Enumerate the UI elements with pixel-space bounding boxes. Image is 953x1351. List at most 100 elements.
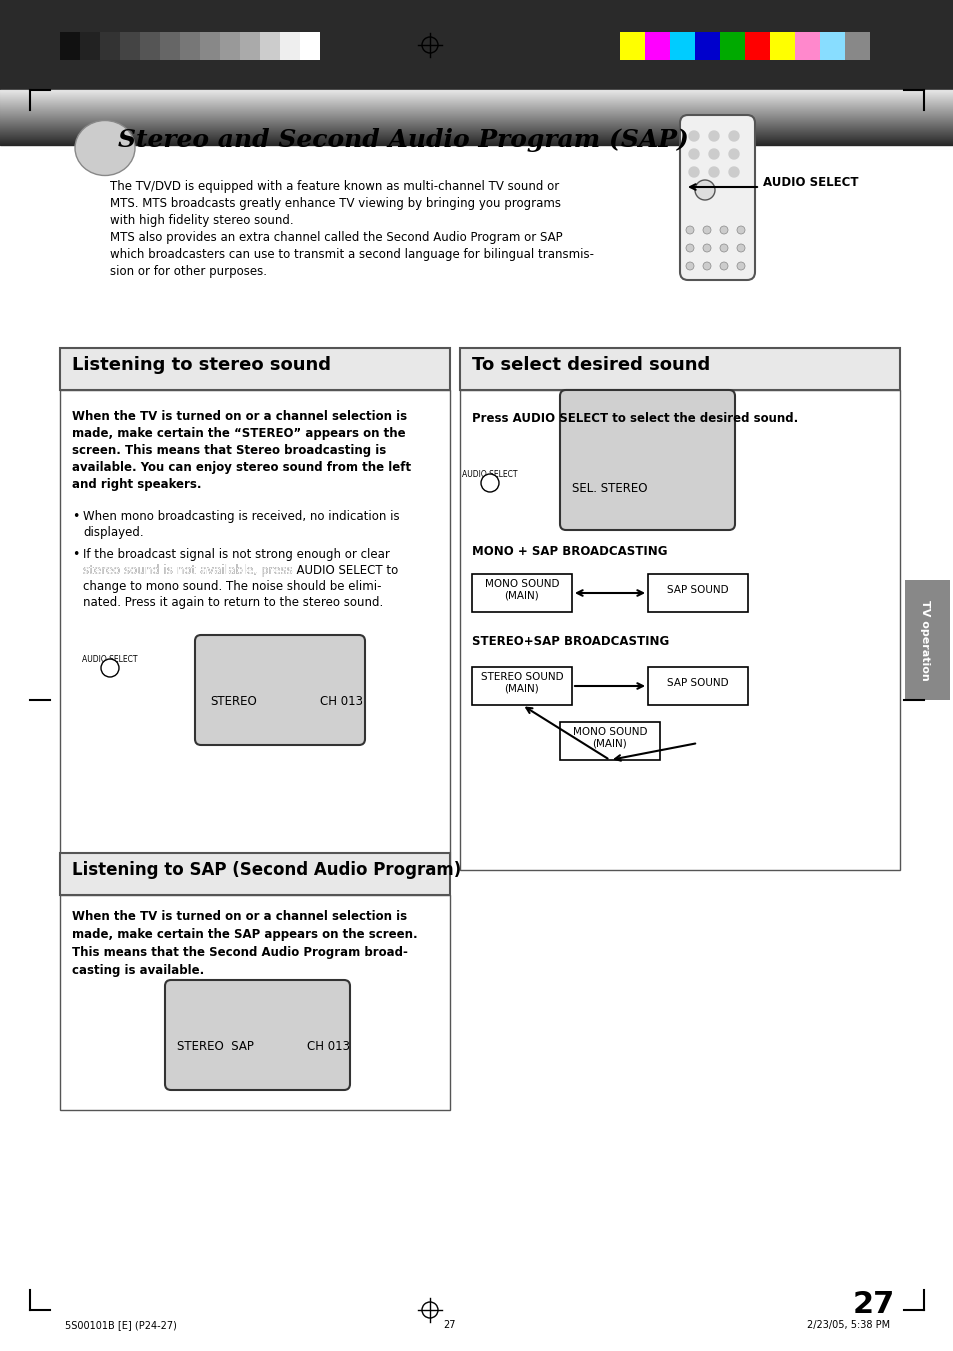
Bar [299, 32, 319, 59]
Text: casting is available.: casting is available. [71, 965, 204, 977]
Circle shape [728, 149, 739, 159]
Bar [459, 390, 899, 870]
Text: AUDIO SELECT: AUDIO SELECT [82, 655, 137, 663]
Circle shape [728, 168, 739, 177]
FancyBboxPatch shape [559, 390, 734, 530]
Text: When mono broadcasting is received, no indication is: When mono broadcasting is received, no i… [83, 509, 399, 523]
Bar [260, 32, 280, 59]
Bar [240, 32, 260, 59]
Bar [140, 32, 160, 59]
Text: CH 013: CH 013 [319, 694, 363, 708]
Bar [120, 32, 140, 59]
Circle shape [480, 474, 498, 492]
Bar [559, 721, 659, 761]
FancyBboxPatch shape [194, 635, 365, 744]
Bar [60, 390, 450, 870]
Circle shape [688, 131, 699, 141]
Text: made, make certain the SAP appears on the screen.: made, make certain the SAP appears on th… [71, 928, 417, 942]
Circle shape [101, 659, 119, 677]
Text: MTS also provides an extra channel called the Second Audio Program or SAP: MTS also provides an extra channel calle… [110, 231, 562, 245]
Circle shape [728, 131, 739, 141]
Bar [647, 667, 747, 705]
Text: 27: 27 [443, 1320, 456, 1329]
Bar [220, 32, 240, 59]
Circle shape [702, 245, 710, 253]
Text: STEREO SOUND
(MAIN): STEREO SOUND (MAIN) [480, 673, 562, 694]
Bar [820, 32, 844, 59]
Text: with high fidelity stereo sound.: with high fidelity stereo sound. [110, 213, 294, 227]
FancyBboxPatch shape [679, 115, 754, 280]
Bar [769, 32, 794, 59]
Bar [720, 32, 744, 59]
Text: Listening to stereo sound: Listening to stereo sound [71, 357, 331, 374]
Text: AUDIO SELECT: AUDIO SELECT [762, 177, 858, 189]
Circle shape [695, 180, 714, 200]
Text: TV operation: TV operation [919, 600, 929, 681]
Text: 2/23/05, 5:38 PM: 2/23/05, 5:38 PM [806, 1320, 889, 1329]
Text: stereo sound is not available, press: stereo sound is not available, press [83, 563, 296, 577]
Circle shape [702, 262, 710, 270]
Text: Listening to SAP (Second Audio Program): Listening to SAP (Second Audio Program) [71, 861, 460, 880]
Bar [647, 574, 747, 612]
Text: made, make certain the “STEREO” appears on the: made, make certain the “STEREO” appears … [71, 427, 405, 440]
Bar [695, 32, 720, 59]
Bar [644, 32, 669, 59]
Bar [180, 32, 200, 59]
Circle shape [720, 262, 727, 270]
Bar [744, 32, 769, 59]
Text: which broadcasters can use to transmit a second language for bilingual transmis-: which broadcasters can use to transmit a… [110, 249, 594, 261]
FancyBboxPatch shape [165, 979, 350, 1090]
Text: When the TV is turned on or a channel selection is: When the TV is turned on or a channel se… [71, 911, 407, 923]
Text: available. You can enjoy stereo sound from the left: available. You can enjoy stereo sound fr… [71, 461, 411, 474]
Text: Press AUDIO SELECT to select the desired sound.: Press AUDIO SELECT to select the desired… [472, 412, 798, 426]
Bar [60, 32, 80, 59]
Text: screen. This means that Stereo broadcasting is: screen. This means that Stereo broadcast… [71, 444, 386, 457]
Circle shape [737, 226, 744, 234]
Bar [80, 32, 100, 59]
Text: STEREO+SAP BROADCASTING: STEREO+SAP BROADCASTING [472, 635, 669, 648]
Circle shape [685, 262, 693, 270]
Bar [60, 852, 450, 894]
Circle shape [737, 262, 744, 270]
Text: STEREO: STEREO [210, 694, 256, 708]
Circle shape [708, 168, 719, 177]
Circle shape [685, 245, 693, 253]
Text: To select desired sound: To select desired sound [472, 357, 709, 374]
Circle shape [720, 226, 727, 234]
Text: displayed.: displayed. [83, 526, 144, 539]
Text: 27: 27 [852, 1290, 894, 1319]
Bar [100, 32, 120, 59]
Text: •: • [71, 549, 79, 561]
Bar [0, 0, 953, 91]
Text: SAP SOUND: SAP SOUND [666, 678, 728, 688]
Text: and right speakers.: and right speakers. [71, 478, 201, 490]
Bar [904, 580, 949, 700]
Text: SEL. STEREO: SEL. STEREO [572, 482, 647, 494]
Bar [200, 32, 220, 59]
Circle shape [708, 149, 719, 159]
Bar [794, 32, 820, 59]
Bar [669, 32, 695, 59]
Text: SAP SOUND: SAP SOUND [666, 585, 728, 594]
Text: stereo sound is not available, press AUDIO SELECT to: stereo sound is not available, press AUD… [83, 563, 397, 577]
Text: CH 013: CH 013 [307, 1040, 350, 1052]
Bar [844, 32, 869, 59]
Circle shape [688, 168, 699, 177]
Text: The TV/DVD is equipped with a feature known as multi-channel TV sound or: The TV/DVD is equipped with a feature kn… [110, 180, 558, 193]
Bar [472, 667, 572, 705]
Text: 5S00101B [E] (P24-27): 5S00101B [E] (P24-27) [65, 1320, 176, 1329]
Text: When the TV is turned on or a channel selection is: When the TV is turned on or a channel se… [71, 409, 407, 423]
Text: This means that the Second Audio Program broad-: This means that the Second Audio Program… [71, 946, 408, 959]
Circle shape [702, 226, 710, 234]
Text: change to mono sound. The noise should be elimi-: change to mono sound. The noise should b… [83, 580, 381, 593]
Text: MTS. MTS broadcasts greatly enhance TV viewing by bringing you programs: MTS. MTS broadcasts greatly enhance TV v… [110, 197, 560, 209]
Bar [60, 894, 450, 1111]
Ellipse shape [75, 120, 135, 176]
Circle shape [720, 245, 727, 253]
Circle shape [737, 245, 744, 253]
Text: nated. Press it again to return to the stereo sound.: nated. Press it again to return to the s… [83, 596, 383, 609]
Text: MONO + SAP BROADCASTING: MONO + SAP BROADCASTING [472, 544, 667, 558]
Circle shape [688, 149, 699, 159]
Bar [160, 32, 180, 59]
Text: MONO SOUND
(MAIN): MONO SOUND (MAIN) [484, 580, 558, 601]
